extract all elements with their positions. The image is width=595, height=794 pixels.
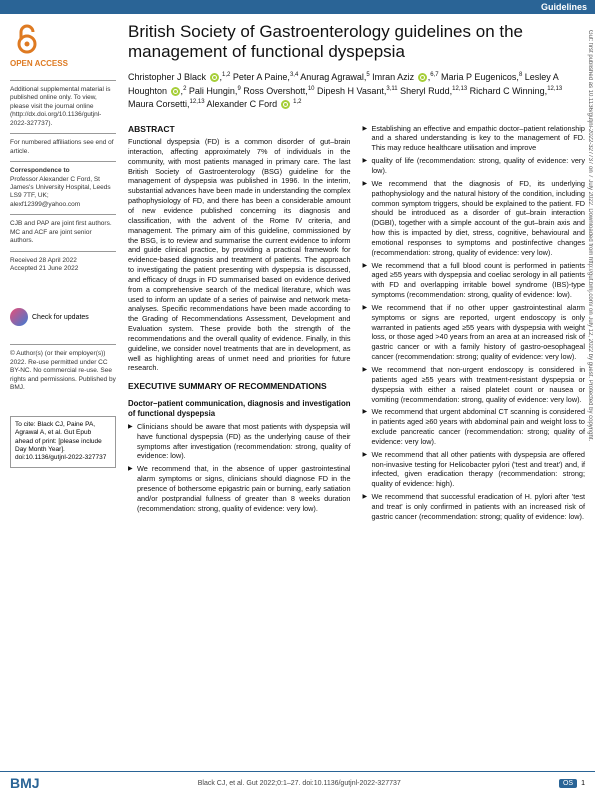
category-label: Guidelines [541, 2, 587, 12]
recommendation-item: We recommend that the diagnosis of FD, i… [363, 179, 586, 258]
affiliation-note: For numbered affiliations see end of art… [10, 133, 116, 161]
citation-box: To cite: Black CJ, Paine PA, Agrawal A, … [10, 416, 116, 468]
contrib-note: CJB and PAP are joint first authors. MC … [10, 214, 116, 250]
footer-citation: Black CJ, et al. Gut 2022;0:1–27. doi:10… [198, 780, 401, 787]
recommendation-item: We recommend that non-urgent endoscopy i… [363, 365, 586, 404]
supplemental-note: Additional supplemental material is publ… [10, 80, 116, 133]
crossmark-icon [10, 308, 28, 326]
recommendation-item: quality of life (recommendation: strong,… [363, 156, 586, 176]
copyright-box: © Author(s) (or their employer(s)) 2022.… [10, 344, 116, 397]
recommendation-item: We recommend that urgent abdominal CT sc… [363, 407, 586, 446]
author-list: Christopher J Black ,1,2 Peter A Paine,3… [128, 71, 585, 112]
recommendation-item: We recommend that all other patients wit… [363, 450, 586, 489]
recommendation-item: We recommend that if no other upper gast… [363, 303, 586, 362]
bmj-logo: BMJ [10, 775, 40, 791]
supplemental-text: Additional supplemental material is publ… [10, 86, 110, 127]
exec-heading: EXECUTIVE SUMMARY OF RECOMMENDATIONS [128, 381, 351, 392]
header-category-bar: Guidelines [0, 0, 595, 14]
article-title: British Society of Gastroenterology guid… [128, 22, 585, 61]
correspondence-label: Correspondence to [10, 167, 70, 174]
open-access-badge: OPEN ACCESS [10, 22, 116, 68]
correspondence-box: Correspondence to Professor Alexander C … [10, 161, 116, 214]
check-updates-button[interactable]: Check for updates [10, 308, 116, 326]
recommendation-item: We recommend that successful eradication… [363, 492, 586, 522]
footer-right: OS 1 [559, 779, 585, 788]
open-access-text: OPEN ACCESS [10, 59, 116, 68]
abstract-heading: ABSTRACT [128, 124, 351, 135]
page-body: OPEN ACCESS Additional supplemental mate… [0, 14, 595, 526]
dates-box: Received 28 April 2022 Accepted 21 June … [10, 251, 116, 279]
correspondence-text: Professor Alexander C Ford, St James's U… [10, 176, 111, 208]
orcid-icon [281, 100, 290, 109]
os-badge: OS [559, 779, 577, 788]
main-content: British Society of Gastroenterology guid… [122, 22, 585, 522]
page-footer: BMJ Black CJ, et al. Gut 2022;0:1–27. do… [0, 771, 595, 794]
sidebar: OPEN ACCESS Additional supplemental mate… [10, 22, 122, 522]
abstract-section: ABSTRACT Functional dyspepsia (FD) is a … [128, 124, 351, 374]
orcid-icon [171, 87, 180, 96]
abstract-body: Functional dyspepsia (FD) is a common di… [128, 137, 351, 373]
recommendation-item: We recommend that, in the absence of upp… [128, 464, 351, 513]
cite-label: To cite: [15, 421, 36, 428]
orcid-icon [210, 73, 219, 82]
exec-subheading: Doctor–patient communication, diagnosis … [128, 399, 351, 420]
orcid-icon [418, 73, 427, 82]
open-access-icon [10, 22, 44, 56]
body-columns: ABSTRACT Functional dyspepsia (FD) is a … [128, 124, 585, 522]
check-updates-label: Check for updates [32, 314, 89, 321]
recommendation-item: Establishing an effective and empathic d… [363, 124, 586, 154]
page-number: 1 [581, 780, 585, 787]
vertical-citation-strip: Gut: first published as 10.1136/gutjnl-2… [583, 30, 593, 764]
recommendation-item: Clinicians should be aware that most pat… [128, 422, 351, 461]
recommendation-item: We recommend that a full blood count is … [363, 261, 586, 300]
